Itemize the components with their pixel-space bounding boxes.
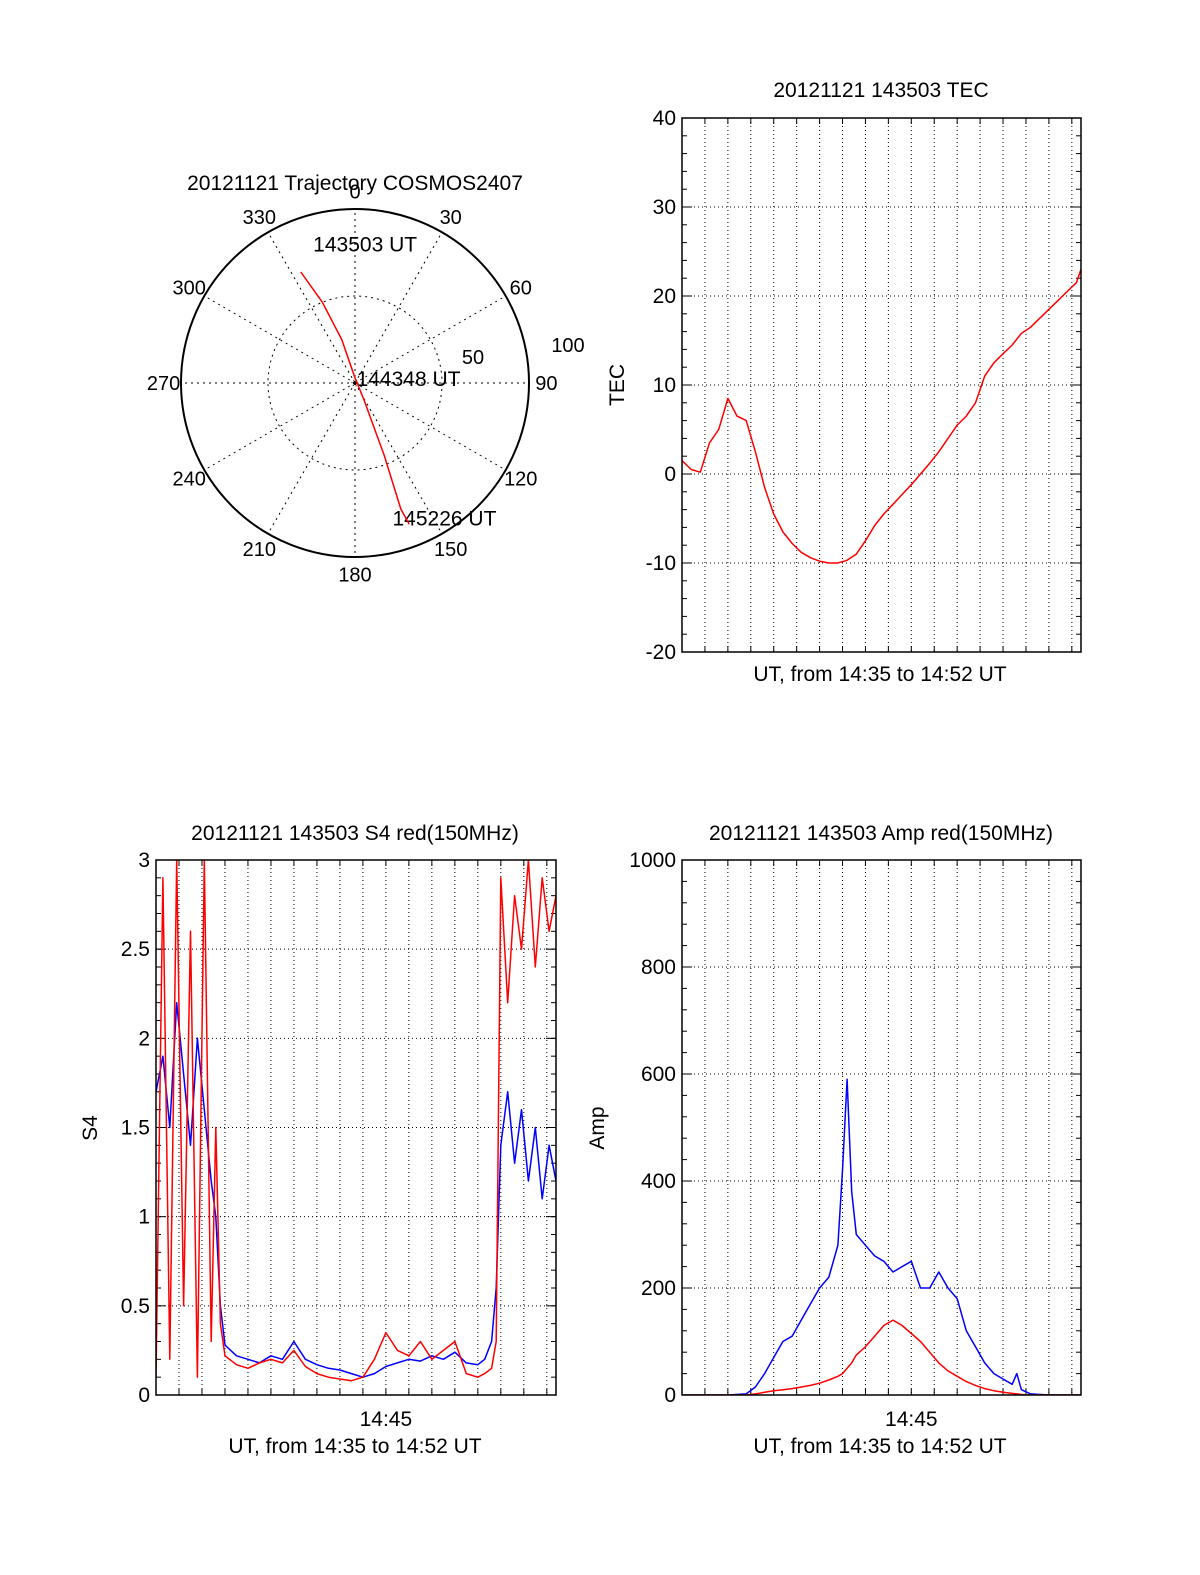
polar-angle-label-240: 240 bbox=[173, 469, 206, 491]
polar-spoke-60 bbox=[354, 295, 506, 384]
s4-series-1 bbox=[156, 860, 556, 1382]
s4-chart: 20121121 143503 S4 red(150MHz) UT, from … bbox=[79, 822, 557, 1458]
amp-ytick-label-5: 1000 bbox=[629, 849, 676, 872]
amp-grid: 0 200 400 600 800 1000 14:45 bbox=[629, 849, 1081, 1431]
s4-xtick-label-0: 14:45 bbox=[360, 1408, 413, 1431]
amp-ytick-label-1: 200 bbox=[641, 1277, 676, 1300]
polar-annotation-0: 143503 UT bbox=[313, 233, 417, 256]
tec-xlabel: UT, from 14:35 to 14:52 UT bbox=[753, 663, 1006, 686]
s4-grid: 0 0.5 1 1.5 2 2.5 3 14:45 bbox=[121, 849, 556, 1431]
polar-trajectory-line bbox=[300, 271, 410, 525]
amp-ytick-label-4: 800 bbox=[641, 956, 676, 979]
polar-spoke-120 bbox=[354, 382, 506, 471]
tec-chart: 20121121 143503 TEC UT, from 14:35 to 14… bbox=[606, 79, 1082, 686]
s4-frame bbox=[155, 859, 557, 1396]
amp-ytick-label-2: 400 bbox=[641, 1170, 676, 1193]
amp-ylabel: Amp bbox=[586, 1106, 609, 1149]
polar-annotation-2: 145226 UT bbox=[393, 508, 497, 531]
polar-spoke-30 bbox=[354, 232, 443, 384]
tec-title: 20121121 143503 TEC bbox=[773, 79, 988, 102]
polar-angle-label-300: 300 bbox=[173, 277, 206, 299]
polar-angle-label-210: 210 bbox=[243, 539, 276, 561]
polar-angle-label-150: 150 bbox=[434, 539, 467, 561]
polar-radius-label-100: 100 bbox=[551, 335, 584, 357]
polar-annotation-1: 144348 UT bbox=[357, 368, 461, 391]
amp-series-0 bbox=[682, 1078, 1081, 1395]
polar-data bbox=[300, 271, 410, 525]
polar-title: 20121121 Trajectory COSMOS2407 bbox=[187, 172, 523, 195]
s4-title: 20121121 143503 S4 red(150MHz) bbox=[191, 822, 519, 845]
polar-spoke-150 bbox=[354, 382, 443, 534]
s4-ylabel: S4 bbox=[79, 1115, 102, 1141]
polar-angle-label-30: 30 bbox=[440, 207, 462, 229]
tec-ytick-label-0: -20 bbox=[646, 641, 676, 664]
tec-grid: -20 -10 0 10 20 30 40 bbox=[646, 107, 1081, 664]
tec-ytick-label-5: 30 bbox=[653, 196, 676, 219]
tec-ytick-label-6: 40 bbox=[653, 107, 676, 130]
amp-ytick-label-3: 600 bbox=[641, 1063, 676, 1086]
trajectory-polar-chart: 20121121 Trajectory COSMOS2407 0 30 60 90 12… bbox=[147, 172, 585, 586]
s4-data bbox=[156, 860, 556, 1382]
polar-spoke-210 bbox=[267, 382, 356, 534]
amp-ytick-label-0: 0 bbox=[664, 1384, 676, 1407]
polar-angle-label-330: 330 bbox=[243, 207, 276, 229]
polar-radius-label-50: 50 bbox=[462, 347, 484, 369]
polar-angle-label-90: 90 bbox=[535, 373, 557, 395]
s4-ytick-label-2: 1 bbox=[138, 1206, 150, 1229]
tec-ytick-label-2: 0 bbox=[664, 463, 676, 486]
s4-ytick-label-0: 0 bbox=[138, 1384, 150, 1407]
s4-xlabel: UT, from 14:35 to 14:52 UT bbox=[228, 1435, 481, 1458]
tec-ylabel: TEC bbox=[606, 364, 629, 406]
amp-series-1 bbox=[682, 1319, 1081, 1395]
amp-xlabel: UT, from 14:35 to 14:52 UT bbox=[753, 1435, 1006, 1458]
tec-data bbox=[682, 269, 1081, 564]
s4-ytick-label-4: 2 bbox=[138, 1027, 150, 1050]
polar-angle-label-180: 180 bbox=[338, 564, 371, 586]
polar-spoke-330 bbox=[267, 232, 356, 384]
polar-outer-ring bbox=[180, 208, 530, 558]
polar-labels: 0 30 60 90 120 150 180 210 240 270 300 330 50 100 1435… bbox=[147, 182, 585, 587]
polar-spoke-240 bbox=[204, 382, 356, 471]
amp-xtick-label-0: 14:45 bbox=[885, 1408, 938, 1431]
amp-data bbox=[682, 1078, 1081, 1395]
polar-angle-label-120: 120 bbox=[504, 469, 537, 491]
tec-ytick-label-3: 10 bbox=[653, 374, 676, 397]
amp-title: 20121121 143503 Amp red(150MHz) bbox=[709, 822, 1053, 845]
s4-ytick-label-6: 3 bbox=[138, 849, 150, 872]
tec-series-0 bbox=[682, 269, 1081, 564]
polar-angle-label-270: 270 bbox=[147, 373, 180, 395]
s4-ytick-label-5: 2.5 bbox=[121, 938, 150, 961]
amp-frame bbox=[681, 859, 1082, 1396]
polar-ring-0 bbox=[267, 295, 443, 471]
polar-grid bbox=[181, 209, 529, 557]
tec-ytick-label-4: 20 bbox=[653, 285, 676, 308]
polar-angle-label-0: 0 bbox=[349, 182, 360, 204]
tec-frame bbox=[681, 117, 1082, 653]
tec-ytick-label-1: -10 bbox=[646, 552, 676, 575]
amp-chart: 20121121 143503 Amp red(150MHz) UT, from… bbox=[586, 822, 1082, 1458]
polar-angle-label-60: 60 bbox=[510, 277, 532, 299]
s4-ytick-label-3: 1.5 bbox=[121, 1117, 150, 1140]
polar-center-ring bbox=[351, 379, 359, 387]
polar-spoke-300 bbox=[204, 295, 356, 384]
s4-ytick-label-1: 0.5 bbox=[121, 1295, 150, 1318]
